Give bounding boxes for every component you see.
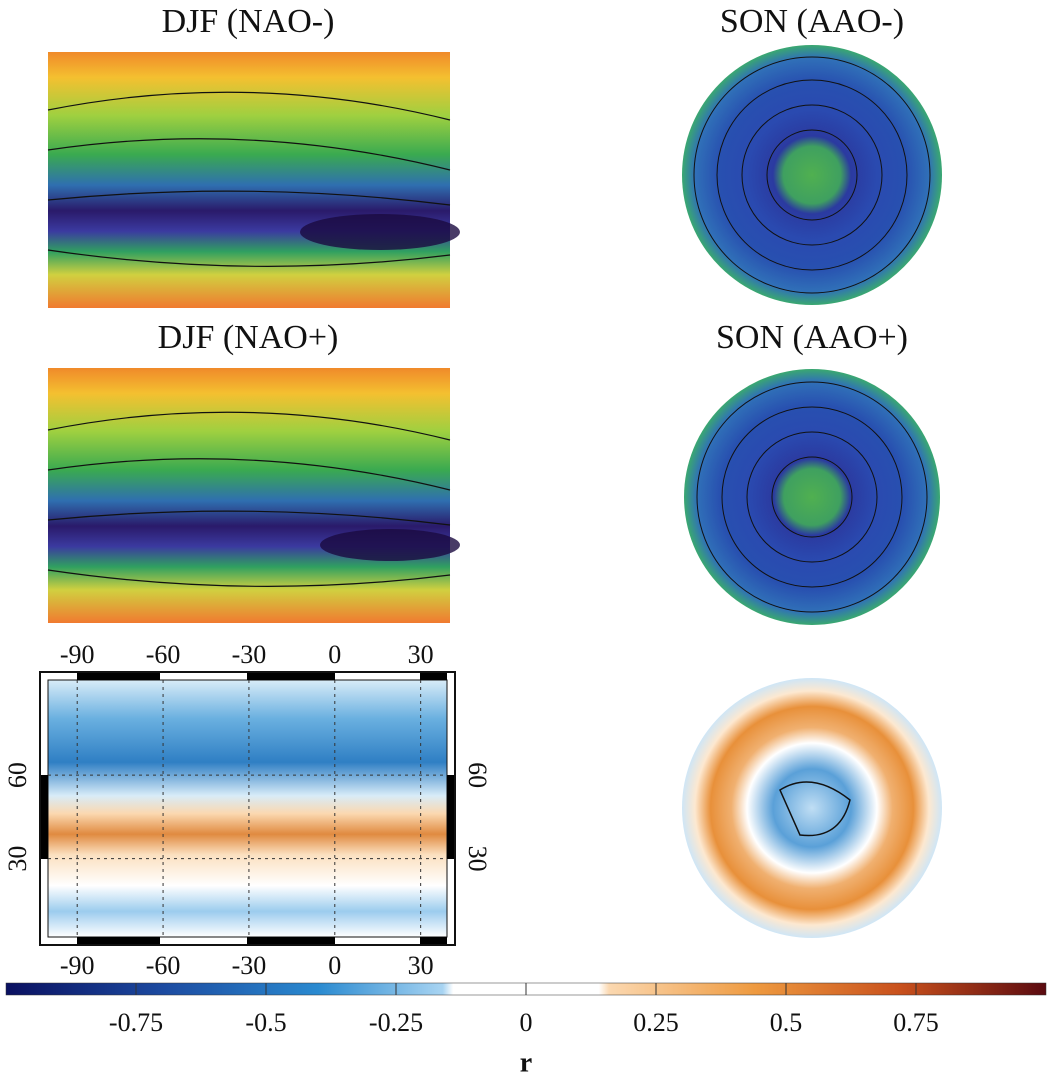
x-tick-label: -60 (146, 951, 181, 980)
colorbar-tick-label: 0.25 (633, 1008, 679, 1037)
panel-title: SON (AAO-) (720, 3, 904, 40)
y-tick-label: 60 (463, 762, 492, 788)
panel-title: DJF (NAO-) (162, 3, 335, 40)
frame-bar (447, 775, 454, 859)
colorbar-tick-label: 0 (520, 1008, 533, 1037)
x-tick-label: 30 (408, 951, 434, 980)
x-tick-label: -90 (60, 640, 95, 669)
colorbar-tick-label: 0.75 (893, 1008, 939, 1037)
y-tick-label: 60 (3, 762, 32, 788)
map-difference-sh (682, 678, 942, 938)
frame-bar (77, 937, 160, 944)
x-tick-label: 0 (328, 951, 341, 980)
y-tick-label: 30 (3, 846, 32, 872)
x-tick-label: 30 (408, 640, 434, 669)
frame-bar (420, 937, 447, 944)
colorbar-tick-label: -0.5 (245, 1008, 286, 1037)
colorbar-label: r (520, 1047, 532, 1078)
panel-title: SON (AAO+) (716, 319, 908, 356)
colorbar-tick-label: -0.75 (109, 1008, 163, 1037)
panel-title: DJF (NAO+) (158, 319, 339, 356)
x-tick-label: -60 (146, 640, 181, 669)
colorbar-tick-label: 0.5 (770, 1008, 803, 1037)
frame-bar (247, 673, 335, 680)
x-tick-label: -30 (232, 640, 267, 669)
frame-bar (77, 673, 160, 680)
y-tick-label: 30 (463, 846, 492, 872)
map-aao-minus (682, 45, 942, 305)
x-tick-label: 0 (328, 640, 341, 669)
map-aao-plus (684, 369, 940, 625)
colorbar-tick-label: -0.25 (369, 1008, 423, 1037)
x-tick-label: -90 (60, 951, 95, 980)
frame-bar (247, 937, 335, 944)
map-nao-plus (47, 368, 460, 623)
x-tick-label: -30 (232, 951, 267, 980)
frame-bar (41, 775, 48, 859)
frame-bar (420, 673, 447, 680)
map-nao-minus (47, 52, 460, 308)
map-difference-nh (39, 671, 456, 946)
